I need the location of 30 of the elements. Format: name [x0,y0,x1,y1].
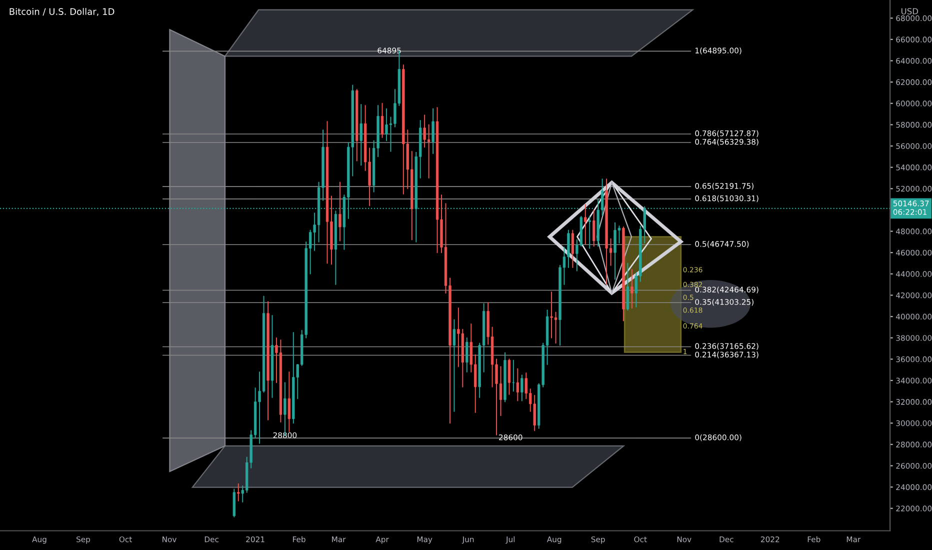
candlestick [232,488,236,518]
candlestick [630,269,634,308]
candlestick [499,366,502,416]
candlestick [550,292,553,338]
candlestick [520,374,524,402]
candlestick [567,230,570,268]
candlestick [626,262,630,311]
candlestick [457,308,460,368]
candlestick [237,483,240,502]
candlestick [380,102,384,138]
candlestick [533,394,536,432]
text: Bitcoin / U.S. Dollar, 1D [10,8,114,16]
candlestick [571,230,574,268]
candlestick [432,108,434,154]
candlestick [584,204,587,245]
candlestick [452,319,456,412]
candlestick [516,368,520,402]
candlestick [508,358,511,395]
candlestick [588,216,591,249]
candlestick [614,222,616,280]
candlestick [592,209,596,247]
candlestick [288,371,290,432]
candlestick [427,124,430,178]
candlestick [360,104,362,166]
candlestick [466,337,468,372]
candlestick [554,312,558,344]
candlestick [338,182,342,242]
candlestick [385,108,388,142]
y-axis-title: USD [901,8,918,14]
candlestick [512,360,515,392]
